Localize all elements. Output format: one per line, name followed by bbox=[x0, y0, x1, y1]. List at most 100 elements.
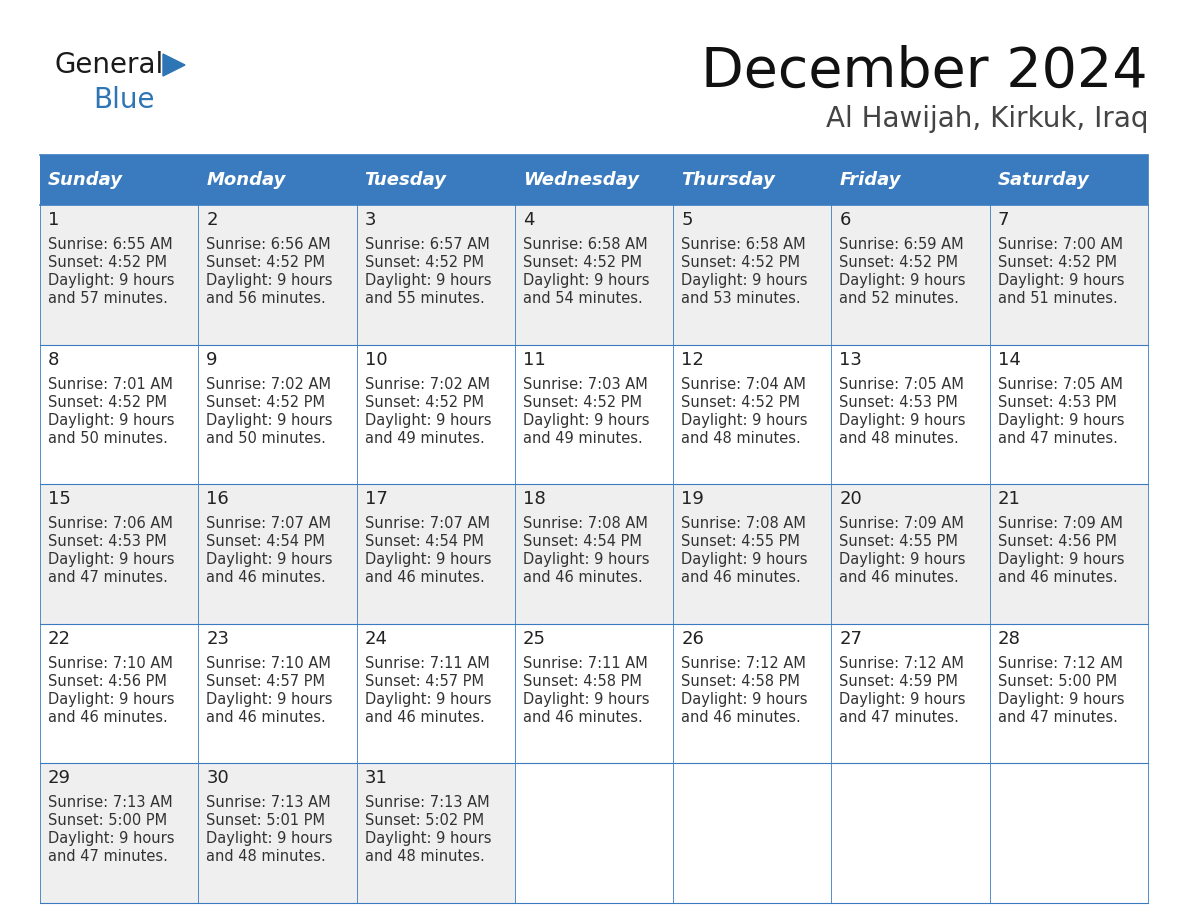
Text: Sunset: 4:52 PM: Sunset: 4:52 PM bbox=[365, 255, 484, 270]
Text: and 48 minutes.: and 48 minutes. bbox=[207, 849, 326, 865]
Text: Sunrise: 6:59 AM: Sunrise: 6:59 AM bbox=[840, 237, 963, 252]
Text: Sunset: 4:53 PM: Sunset: 4:53 PM bbox=[998, 395, 1117, 409]
Bar bbox=[832, 205, 990, 344]
Text: Daylight: 9 hours: Daylight: 9 hours bbox=[523, 553, 650, 567]
Text: 4: 4 bbox=[523, 211, 535, 229]
Text: Daylight: 9 hours: Daylight: 9 hours bbox=[840, 273, 966, 288]
Text: Daylight: 9 hours: Daylight: 9 hours bbox=[840, 412, 966, 428]
Text: 30: 30 bbox=[207, 769, 229, 788]
Text: Sunset: 4:53 PM: Sunset: 4:53 PM bbox=[840, 395, 959, 409]
Text: Sunrise: 7:06 AM: Sunrise: 7:06 AM bbox=[48, 516, 173, 532]
Text: Sunset: 5:01 PM: Sunset: 5:01 PM bbox=[207, 813, 326, 828]
Text: Sunrise: 7:12 AM: Sunrise: 7:12 AM bbox=[681, 655, 805, 671]
Text: 22: 22 bbox=[48, 630, 71, 648]
Text: Sunrise: 7:13 AM: Sunrise: 7:13 AM bbox=[48, 795, 172, 811]
Text: 13: 13 bbox=[840, 351, 862, 369]
Text: 9: 9 bbox=[207, 351, 217, 369]
Text: and 53 minutes.: and 53 minutes. bbox=[681, 291, 801, 306]
Text: and 49 minutes.: and 49 minutes. bbox=[523, 431, 643, 445]
Text: Sunrise: 6:58 AM: Sunrise: 6:58 AM bbox=[681, 237, 805, 252]
Text: Sunset: 4:52 PM: Sunset: 4:52 PM bbox=[523, 395, 642, 409]
Text: Saturday: Saturday bbox=[998, 171, 1089, 189]
Text: Wednesday: Wednesday bbox=[523, 171, 639, 189]
Text: Monday: Monday bbox=[207, 171, 285, 189]
Text: Sunrise: 7:05 AM: Sunrise: 7:05 AM bbox=[998, 376, 1123, 392]
Text: Sunrise: 7:09 AM: Sunrise: 7:09 AM bbox=[840, 516, 965, 532]
Text: Sunrise: 7:08 AM: Sunrise: 7:08 AM bbox=[681, 516, 805, 532]
Text: 11: 11 bbox=[523, 351, 545, 369]
Text: Sunrise: 6:56 AM: Sunrise: 6:56 AM bbox=[207, 237, 331, 252]
Text: Sunrise: 7:10 AM: Sunrise: 7:10 AM bbox=[48, 655, 173, 671]
Text: and 46 minutes.: and 46 minutes. bbox=[48, 710, 168, 725]
Text: Sunrise: 7:08 AM: Sunrise: 7:08 AM bbox=[523, 516, 647, 532]
Text: Thursday: Thursday bbox=[681, 171, 775, 189]
Bar bbox=[832, 484, 990, 624]
Text: Sunset: 4:52 PM: Sunset: 4:52 PM bbox=[48, 255, 168, 270]
Text: Daylight: 9 hours: Daylight: 9 hours bbox=[207, 553, 333, 567]
Polygon shape bbox=[163, 54, 185, 76]
Text: Sunrise: 7:05 AM: Sunrise: 7:05 AM bbox=[840, 376, 965, 392]
Bar bbox=[674, 205, 832, 344]
Text: 31: 31 bbox=[365, 769, 387, 788]
Text: Daylight: 9 hours: Daylight: 9 hours bbox=[840, 553, 966, 567]
Text: 12: 12 bbox=[681, 351, 704, 369]
Text: Sunrise: 7:01 AM: Sunrise: 7:01 AM bbox=[48, 376, 173, 392]
Bar bbox=[40, 155, 1148, 205]
Text: 5: 5 bbox=[681, 211, 693, 229]
Bar bbox=[356, 624, 514, 764]
Bar bbox=[514, 344, 674, 484]
Text: Daylight: 9 hours: Daylight: 9 hours bbox=[523, 412, 650, 428]
Text: and 46 minutes.: and 46 minutes. bbox=[365, 710, 485, 725]
Text: Blue: Blue bbox=[93, 86, 154, 114]
Text: Sunrise: 7:11 AM: Sunrise: 7:11 AM bbox=[523, 655, 647, 671]
Text: Sunrise: 7:09 AM: Sunrise: 7:09 AM bbox=[998, 516, 1123, 532]
Text: Sunrise: 7:13 AM: Sunrise: 7:13 AM bbox=[207, 795, 331, 811]
Text: and 46 minutes.: and 46 minutes. bbox=[681, 710, 801, 725]
Text: and 46 minutes.: and 46 minutes. bbox=[681, 570, 801, 585]
Text: and 46 minutes.: and 46 minutes. bbox=[523, 570, 643, 585]
Text: Daylight: 9 hours: Daylight: 9 hours bbox=[48, 692, 175, 707]
Text: Sunrise: 7:03 AM: Sunrise: 7:03 AM bbox=[523, 376, 647, 392]
Text: Sunrise: 7:04 AM: Sunrise: 7:04 AM bbox=[681, 376, 805, 392]
Text: Daylight: 9 hours: Daylight: 9 hours bbox=[523, 273, 650, 288]
Text: and 48 minutes.: and 48 minutes. bbox=[365, 849, 485, 865]
Text: and 47 minutes.: and 47 minutes. bbox=[48, 570, 168, 585]
Text: Sunset: 4:57 PM: Sunset: 4:57 PM bbox=[207, 674, 326, 688]
Text: and 47 minutes.: and 47 minutes. bbox=[998, 710, 1118, 725]
Text: and 57 minutes.: and 57 minutes. bbox=[48, 291, 168, 306]
Text: Sunrise: 6:55 AM: Sunrise: 6:55 AM bbox=[48, 237, 172, 252]
Text: 6: 6 bbox=[840, 211, 851, 229]
Text: Daylight: 9 hours: Daylight: 9 hours bbox=[207, 692, 333, 707]
Text: and 48 minutes.: and 48 minutes. bbox=[840, 431, 959, 445]
Text: 24: 24 bbox=[365, 630, 387, 648]
Text: Sunset: 4:54 PM: Sunset: 4:54 PM bbox=[365, 534, 484, 549]
Text: Sunset: 4:56 PM: Sunset: 4:56 PM bbox=[48, 674, 166, 688]
Text: 18: 18 bbox=[523, 490, 545, 509]
Text: Daylight: 9 hours: Daylight: 9 hours bbox=[365, 692, 491, 707]
Text: Sunset: 4:52 PM: Sunset: 4:52 PM bbox=[681, 395, 801, 409]
Text: Sunset: 4:52 PM: Sunset: 4:52 PM bbox=[207, 395, 326, 409]
Text: 19: 19 bbox=[681, 490, 704, 509]
Text: General: General bbox=[55, 51, 164, 79]
Text: Sunset: 4:52 PM: Sunset: 4:52 PM bbox=[998, 255, 1117, 270]
Bar bbox=[514, 624, 674, 764]
Text: Tuesday: Tuesday bbox=[365, 171, 447, 189]
Text: and 52 minutes.: and 52 minutes. bbox=[840, 291, 959, 306]
Text: 7: 7 bbox=[998, 211, 1010, 229]
Text: 1: 1 bbox=[48, 211, 59, 229]
Bar bbox=[40, 484, 198, 624]
Text: Sunrise: 7:07 AM: Sunrise: 7:07 AM bbox=[207, 516, 331, 532]
Bar bbox=[356, 764, 514, 903]
Text: Daylight: 9 hours: Daylight: 9 hours bbox=[681, 412, 808, 428]
Text: 23: 23 bbox=[207, 630, 229, 648]
Text: Sunrise: 6:58 AM: Sunrise: 6:58 AM bbox=[523, 237, 647, 252]
Text: Sunset: 4:57 PM: Sunset: 4:57 PM bbox=[365, 674, 484, 688]
Text: Daylight: 9 hours: Daylight: 9 hours bbox=[48, 412, 175, 428]
Text: Sunset: 4:54 PM: Sunset: 4:54 PM bbox=[207, 534, 326, 549]
Bar bbox=[198, 484, 356, 624]
Bar bbox=[198, 205, 356, 344]
Text: Sunset: 4:55 PM: Sunset: 4:55 PM bbox=[840, 534, 959, 549]
Bar bbox=[674, 344, 832, 484]
Text: Daylight: 9 hours: Daylight: 9 hours bbox=[207, 273, 333, 288]
Text: 17: 17 bbox=[365, 490, 387, 509]
